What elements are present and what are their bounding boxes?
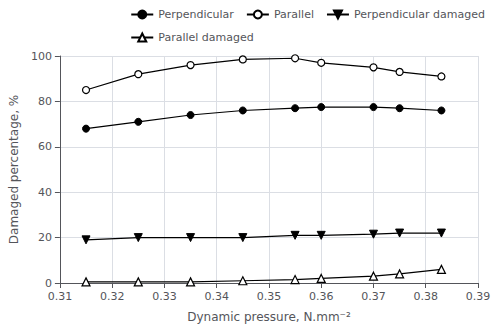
svg-text:0.34: 0.34	[204, 290, 229, 303]
svg-text:0.36: 0.36	[309, 290, 334, 303]
svg-text:0.33: 0.33	[152, 290, 177, 303]
svg-text:Parallel damaged: Parallel damaged	[158, 31, 254, 44]
svg-text:0.31: 0.31	[48, 290, 73, 303]
svg-text:80: 80	[38, 95, 52, 108]
svg-text:Dynamic pressure, N.mm⁻²: Dynamic pressure, N.mm⁻²	[187, 310, 351, 324]
svg-text:0.38: 0.38	[413, 290, 438, 303]
svg-text:0.32: 0.32	[100, 290, 125, 303]
svg-text:0.35: 0.35	[257, 290, 282, 303]
svg-text:0.39: 0.39	[466, 290, 491, 303]
svg-text:Parallel: Parallel	[274, 8, 314, 21]
svg-text:40: 40	[38, 186, 52, 199]
svg-text:0.37: 0.37	[361, 290, 386, 303]
svg-text:Perpendicular: Perpendicular	[158, 8, 234, 21]
svg-text:20: 20	[38, 231, 52, 244]
svg-text:Damaged percentage, %: Damaged percentage, %	[7, 95, 21, 244]
svg-text:100: 100	[31, 50, 52, 63]
svg-text:60: 60	[38, 140, 52, 153]
svg-text:Perpendicular damaged: Perpendicular damaged	[354, 8, 485, 21]
svg-text:0: 0	[45, 277, 52, 290]
